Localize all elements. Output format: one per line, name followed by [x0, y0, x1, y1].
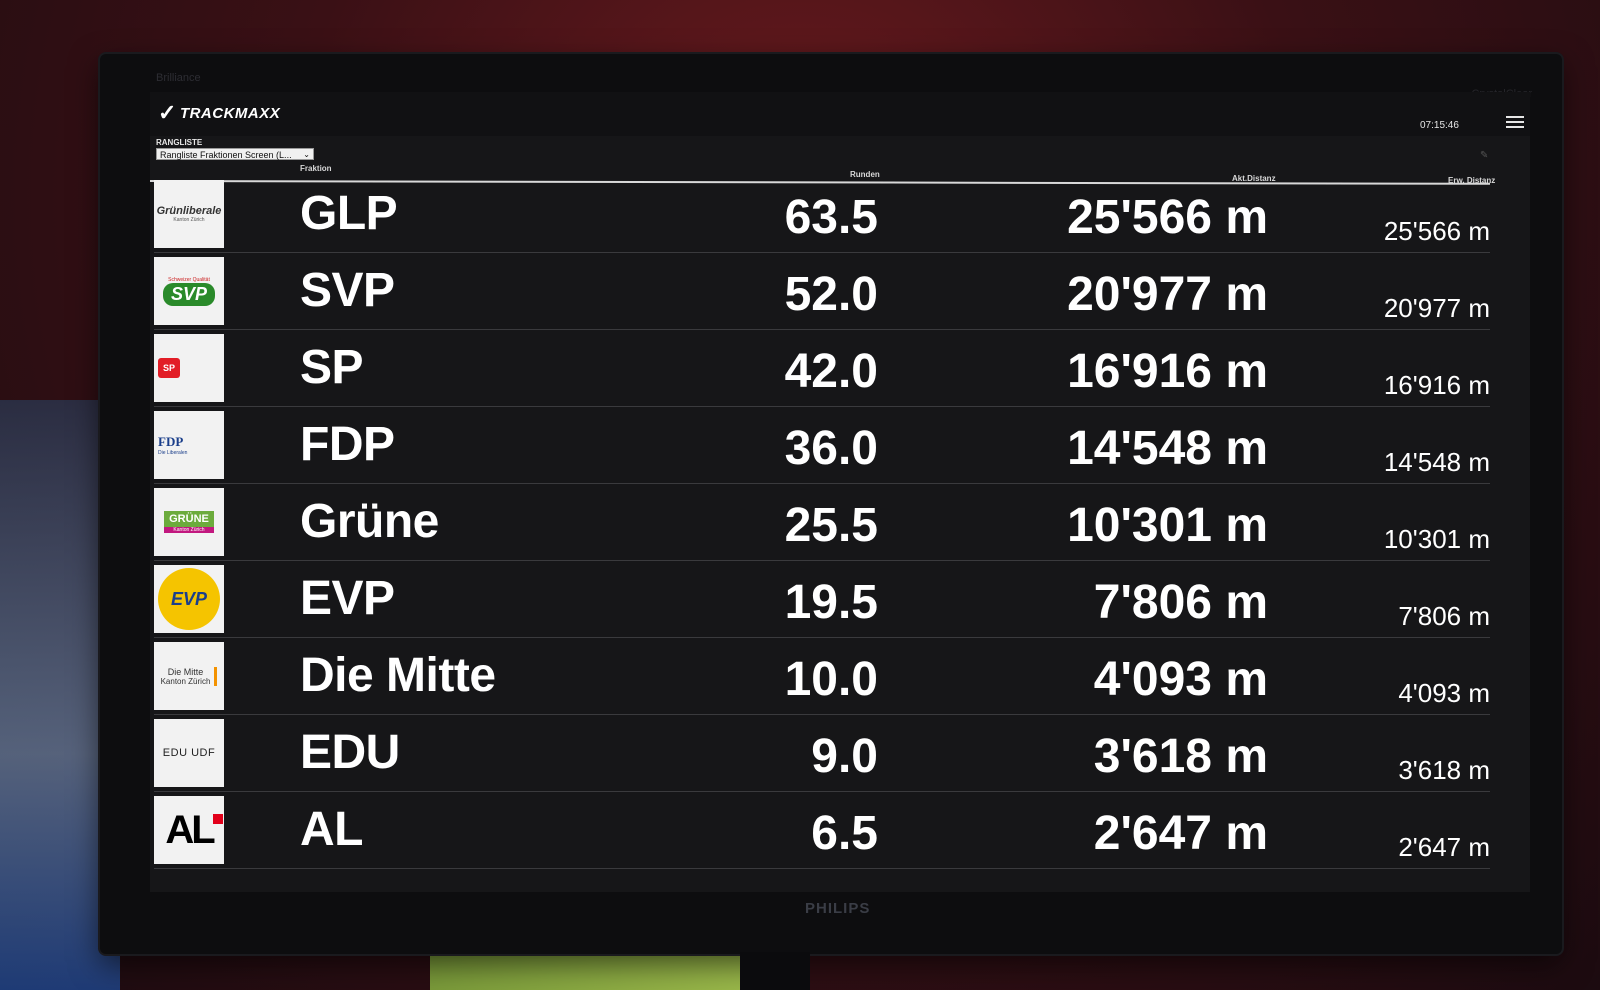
party-name: GLP: [300, 187, 398, 240]
table-row: Die Mitte Kanton Zürich Die Mitte 10.0 4…: [154, 638, 1490, 715]
party-name: AL: [300, 803, 363, 856]
clock: 07:15:46: [1420, 120, 1459, 131]
erw-distanz-value: 16'916 m: [1383, 370, 1490, 400]
erw-distanz-value: 2'647 m: [1398, 832, 1490, 862]
akt-distanz-value: 16'916 m: [1067, 345, 1268, 398]
table-row: EVP EVP 19.5 7'806 m 7'806 m: [154, 561, 1490, 638]
akt-distanz-value: 25'566 m: [1067, 191, 1268, 244]
erw-distanz-value: 20'977 m: [1383, 293, 1490, 323]
party-logo-svp: Schweizer Qualität SVP: [154, 257, 224, 325]
runden-value: 10.0: [784, 653, 878, 706]
table-row: FDP Die Liberalen FDP 36.0 14'548 m 14'5…: [154, 407, 1490, 484]
erw-distanz-value: 14'548 m: [1383, 447, 1490, 477]
party-logo-subtext: Schweizer Qualität: [168, 276, 210, 283]
app-screen: ✓ TRACKMAXX 07:15:46 RANGLISTE Rangliste…: [150, 92, 1530, 892]
runden-value: 19.5: [784, 576, 878, 629]
party-logo-die-mitte: Die Mitte Kanton Zürich: [154, 642, 224, 710]
column-header-akt-distanz: Akt.Distanz: [1232, 174, 1276, 183]
table-row: AL AL 6.5 2'647 m 2'647 m: [154, 792, 1490, 869]
party-logo-text: GRÜNE: [164, 511, 214, 527]
akt-distanz-value: 3'618 m: [1093, 730, 1268, 783]
table-row: SP SP 42.0 16'916 m 16'916 m: [154, 330, 1490, 407]
party-logo-gruene: GRÜNE Kanton Zürich: [154, 488, 224, 556]
party-name: Die Mitte: [300, 649, 496, 702]
bezel-brand-top: Brilliance: [156, 72, 201, 84]
monitor-stand: [740, 952, 810, 990]
party-logo-edu: EDU UDF: [154, 719, 224, 787]
top-bar: ✓ TRACKMAXX 07:15:46: [150, 92, 1530, 136]
background-green-strip: [430, 950, 750, 990]
party-logo-glp: Grünliberale Kanton Zürich: [154, 180, 224, 248]
party-logo-text: FDP: [158, 434, 184, 449]
party-logo-evp: EVP: [154, 565, 224, 633]
erw-distanz-value: 4'093 m: [1398, 678, 1490, 708]
party-logo-al: AL: [154, 796, 224, 864]
party-logo-subtext: Kanton Zürich: [164, 527, 214, 533]
runden-value: 9.0: [811, 730, 878, 783]
party-logo-fdp: FDP Die Liberalen: [154, 411, 224, 479]
party-logo-text: SVP: [162, 282, 216, 306]
party-name: EDU: [300, 726, 400, 779]
party-logo-text: EVP: [170, 588, 208, 609]
runden-value: 6.5: [811, 807, 878, 860]
app-logo-text: TRACKMAXX: [179, 104, 281, 122]
erw-distanz-value: 25'566 m: [1383, 216, 1490, 246]
akt-distanz-value: 14'548 m: [1067, 422, 1268, 475]
runden-value: 63.5: [784, 191, 878, 244]
party-name: Grüne: [300, 495, 439, 548]
red-square-icon: [212, 813, 223, 824]
party-logo-text: SP: [158, 358, 180, 378]
runden-value: 36.0: [784, 422, 878, 475]
erw-distanz-value: 10'301 m: [1383, 524, 1490, 554]
akt-distanz-value: 20'977 m: [1067, 268, 1268, 321]
column-header-runden: Runden: [850, 170, 880, 179]
party-logo-subtext: Kanton Zürich: [160, 676, 211, 686]
runden-value: 25.5: [784, 499, 878, 552]
runden-value: 42.0: [784, 345, 878, 398]
akt-distanz-value: 4'093 m: [1093, 653, 1268, 706]
party-logo-sp: SP: [154, 334, 224, 402]
ranking-select-value: Rangliste Fraktionen Screen (L...: [160, 150, 292, 160]
edit-icon[interactable]: ✎: [1480, 150, 1489, 161]
hamburger-menu-icon[interactable]: [1506, 116, 1524, 130]
party-logo-subtext: Die Liberalen: [158, 450, 188, 456]
party-logo-text: Die Mitte: [167, 666, 204, 677]
party-name: SVP: [300, 264, 395, 317]
party-logo-text: AL: [165, 807, 215, 852]
party-name: SP: [300, 341, 364, 394]
bezel-brand-bottom: PHILIPS: [805, 900, 871, 917]
column-header-erw-distanz: Erw. Distanz: [1448, 176, 1496, 185]
ranking-table: Grünliberale Kanton Zürich GLP 63.5 25'5…: [154, 176, 1490, 869]
app-logo[interactable]: ✓ TRACKMAXX: [158, 102, 280, 124]
table-row: GRÜNE Kanton Zürich Grüne 25.5 10'301 m …: [154, 484, 1490, 561]
party-name: EVP: [300, 572, 395, 625]
akt-distanz-value: 10'301 m: [1067, 499, 1268, 552]
runden-value: 52.0: [784, 268, 878, 321]
party-logo-text: EDU UDF: [162, 747, 216, 759]
table-row: Grünliberale Kanton Zürich GLP 63.5 25'5…: [154, 176, 1490, 253]
erw-distanz-value: 3'618 m: [1398, 755, 1490, 785]
party-name: FDP: [300, 418, 395, 471]
party-logo-subtext: Kanton Zürich: [173, 217, 205, 223]
table-row: EDU UDF EDU 9.0 3'618 m 3'618 m: [154, 715, 1490, 792]
akt-distanz-value: 7'806 m: [1093, 576, 1268, 629]
chevron-down-icon: ⌄: [303, 150, 310, 159]
ranking-label: RANGLISTE: [156, 138, 203, 147]
akt-distanz-value: 2'647 m: [1093, 807, 1268, 860]
erw-distanz-value: 7'806 m: [1398, 601, 1490, 631]
ranking-select[interactable]: Rangliste Fraktionen Screen (L... ⌄: [156, 148, 314, 160]
column-header-fraktion: Fraktion: [300, 164, 332, 173]
party-logo-text: Grünliberale: [156, 205, 222, 217]
table-row: Schweizer Qualität SVP SVP 52.0 20'977 m…: [154, 253, 1490, 330]
checkmark-icon: ✓: [158, 100, 177, 125]
